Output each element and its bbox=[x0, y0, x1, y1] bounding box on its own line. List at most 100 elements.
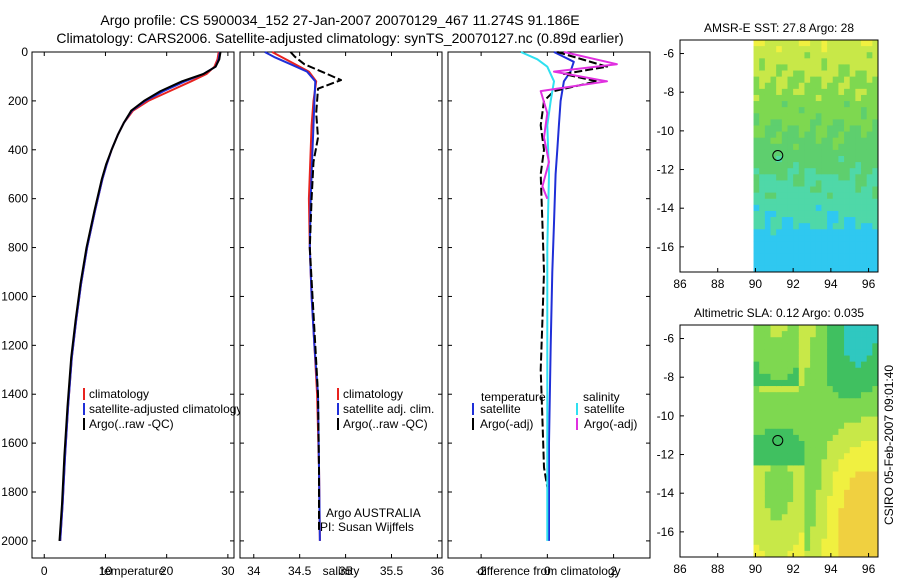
sst-cell bbox=[844, 247, 851, 255]
sst-cell bbox=[855, 40, 862, 47]
salinity-xtick-label: 34.5 bbox=[288, 564, 312, 578]
sla-cell bbox=[753, 544, 760, 552]
sla-cell bbox=[776, 404, 783, 411]
sla-cell bbox=[764, 495, 771, 503]
sla-cell bbox=[759, 483, 766, 491]
sst-cell bbox=[753, 259, 760, 267]
sla-cell bbox=[872, 520, 879, 527]
sla-cell bbox=[855, 416, 862, 424]
sst-cell bbox=[855, 46, 862, 53]
sst-cell bbox=[787, 180, 794, 187]
sla-cell bbox=[855, 520, 862, 527]
sla-cell bbox=[821, 404, 828, 411]
sst-cell bbox=[872, 186, 879, 194]
sla-cell bbox=[849, 471, 856, 479]
sla-cell bbox=[861, 526, 868, 533]
temperature-ytick-label: 600 bbox=[8, 192, 28, 206]
sst-cell bbox=[855, 101, 862, 108]
sla-cell bbox=[855, 489, 862, 497]
sla-cell bbox=[827, 441, 834, 448]
sla-cell bbox=[861, 398, 868, 405]
sla-cell bbox=[776, 483, 783, 491]
sst-cell bbox=[872, 101, 879, 108]
sst-cell bbox=[776, 180, 783, 187]
sst-cell bbox=[849, 64, 856, 71]
sst-cell bbox=[759, 265, 766, 273]
sla-cell bbox=[770, 398, 777, 405]
sst-argo-marker bbox=[772, 149, 784, 161]
temperature-ytick-label: 800 bbox=[8, 241, 28, 255]
sst-cell bbox=[866, 88, 873, 96]
sst-cell bbox=[815, 198, 822, 206]
sst-cell bbox=[849, 137, 856, 145]
sst-cell bbox=[844, 229, 851, 236]
sst-cell bbox=[770, 131, 777, 139]
sst-cell bbox=[815, 52, 822, 59]
sla-cell bbox=[753, 343, 760, 350]
sla-cell bbox=[861, 404, 868, 411]
sla-cell bbox=[764, 379, 771, 387]
sst-cell bbox=[753, 247, 760, 255]
sst-cell bbox=[872, 149, 879, 157]
sst-cell bbox=[804, 168, 811, 175]
difference-series-1 bbox=[539, 51, 608, 488]
sst-cell bbox=[832, 180, 839, 187]
sla-cell bbox=[804, 483, 811, 491]
sla-cell bbox=[872, 325, 879, 332]
sla-cell bbox=[827, 447, 834, 454]
sla-cell bbox=[861, 441, 868, 448]
sla-cell bbox=[866, 514, 873, 521]
sla-cell bbox=[810, 349, 817, 356]
sla-cell bbox=[827, 349, 834, 356]
sla-cell bbox=[804, 398, 811, 405]
salinity-frame bbox=[239, 51, 443, 559]
sst-cell bbox=[759, 94, 766, 102]
sla-cell bbox=[866, 508, 873, 515]
sst-cell bbox=[793, 210, 800, 218]
salinity-series-2 bbox=[289, 51, 342, 532]
sla-cell bbox=[753, 349, 760, 356]
sla-cell bbox=[793, 495, 800, 503]
sla-cell bbox=[866, 337, 873, 344]
sla-cell bbox=[764, 465, 771, 472]
sla-cell bbox=[838, 343, 845, 350]
sla-cell bbox=[838, 367, 845, 375]
sst-cell bbox=[861, 253, 868, 261]
sst-cell bbox=[776, 52, 783, 59]
sst-cell bbox=[798, 94, 805, 102]
sla-cell bbox=[866, 520, 873, 527]
sla-cell bbox=[764, 520, 771, 527]
sst-cell bbox=[810, 46, 817, 53]
sla-cell bbox=[810, 331, 817, 338]
sla-cell bbox=[844, 416, 851, 424]
sst-cell bbox=[810, 58, 817, 65]
temperature-legend-label: Argo(..raw -QC) bbox=[89, 417, 174, 431]
sla-cell bbox=[832, 447, 839, 454]
temperature-chart: 0 10 20 30020040060080010001200140016001800… bbox=[1, 45, 242, 578]
sla-cell bbox=[832, 404, 839, 411]
sla-cell bbox=[759, 325, 766, 332]
sst-cell bbox=[821, 241, 828, 248]
sla-cell bbox=[759, 495, 766, 503]
sst-cell bbox=[764, 174, 771, 181]
sst-cell bbox=[815, 46, 822, 53]
sla-cell bbox=[787, 349, 794, 356]
sla-cell bbox=[793, 361, 800, 369]
sla-cell bbox=[776, 416, 783, 424]
sst-cell bbox=[844, 119, 851, 126]
sst-cell bbox=[804, 52, 811, 59]
sla-cell bbox=[793, 447, 800, 454]
sla-cell bbox=[861, 416, 868, 424]
sla-cell bbox=[844, 434, 851, 442]
sla-cell bbox=[855, 331, 862, 338]
sst-cell bbox=[770, 156, 777, 163]
sla-cell bbox=[849, 325, 856, 332]
sst-cell bbox=[849, 119, 856, 126]
sst-cell bbox=[810, 204, 817, 212]
sst-cell bbox=[810, 217, 817, 224]
sst-cell bbox=[804, 46, 811, 53]
sst-cell bbox=[844, 253, 851, 261]
sst-cell bbox=[855, 235, 862, 242]
sla-cell bbox=[793, 502, 800, 509]
sla-cell bbox=[776, 373, 783, 381]
